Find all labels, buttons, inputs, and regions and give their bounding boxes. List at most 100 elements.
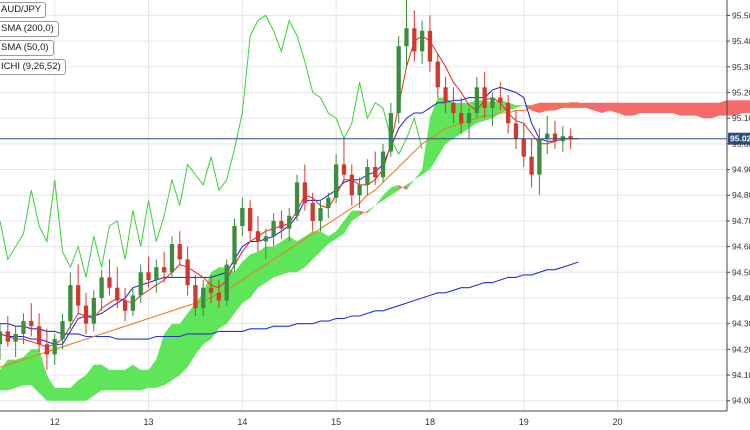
candle-bearish (521, 138, 526, 157)
sma50-line (0, 102, 579, 368)
candle-bullish (60, 321, 65, 340)
candle-bearish (122, 300, 128, 311)
tenkan-sen-line (0, 35, 579, 348)
candle-bullish (263, 236, 268, 242)
candle-bullish (326, 197, 331, 209)
y-tick-label: 95.30 (732, 62, 750, 72)
candle-bearish (185, 259, 190, 286)
legend: AUD/JPY SMA (200,0) SMA (50,0) ICHI (9,2… (0, 2, 66, 78)
candle-bullish (396, 46, 401, 114)
y-tick-label: 94.60 (732, 242, 750, 252)
x-tick-label: 12 (50, 417, 60, 427)
candle-bullish (224, 264, 229, 301)
candle-bearish (310, 202, 315, 221)
x-tick-label: 18 (425, 417, 435, 427)
candle-bullish (138, 272, 143, 296)
candle-bearish (513, 123, 519, 139)
candle-bullish (68, 285, 73, 322)
legend-item-sma50[interactable]: SMA (50,0) (0, 40, 54, 56)
candle-bullish (0, 331, 3, 345)
candle-bullish (474, 87, 479, 114)
candle-bullish (365, 166, 370, 185)
kumo-bullish-segment (406, 97, 524, 191)
candle-bearish (177, 244, 182, 260)
current-price-line: 95.02 (0, 132, 750, 145)
y-tick-label: 95.40 (732, 36, 750, 46)
current-price-label: 95.02 (730, 134, 750, 144)
candle-bearish (568, 136, 573, 139)
candle-bearish (76, 285, 81, 306)
candle-bearish (373, 166, 378, 178)
candle-bearish (482, 87, 487, 108)
grid-lines (0, 0, 727, 411)
chikou-span-line (0, 14, 423, 278)
candle-bearish (427, 30, 433, 62)
y-tick-label: 94.50 (732, 267, 750, 277)
x-tick-label: 20 (613, 417, 623, 427)
candle-bullish (169, 244, 175, 273)
candle-bearish (115, 287, 120, 301)
candle-bearish (451, 102, 456, 114)
kumo-bullish-segment (367, 184, 399, 214)
candlesticks (0, 0, 573, 370)
candle-bearish (216, 292, 222, 301)
kumo-bearish-segment (398, 184, 407, 191)
legend-item-sma200[interactable]: SMA (200,0) (0, 21, 59, 37)
candle-bullish (318, 208, 323, 221)
candle-bearish (341, 164, 347, 175)
candle-bullish (21, 321, 26, 334)
candle-bullish (99, 277, 104, 298)
legend-item-ichimoku[interactable]: ICHI (9,26,52) (0, 59, 66, 75)
candle-bearish (302, 182, 308, 203)
candle-bullish (490, 97, 495, 108)
candle-bearish (248, 208, 253, 232)
y-tick-label: 94.10 (732, 370, 750, 380)
candle-bearish (279, 220, 284, 229)
candle-bearish (83, 305, 89, 324)
candle-bullish (240, 208, 245, 227)
candle-bearish (44, 344, 50, 355)
candle-bullish (357, 184, 362, 196)
candle-bullish (333, 164, 339, 198)
kumo-bearish-segment (359, 210, 368, 216)
candle-bearish (255, 231, 261, 242)
current-price-tag (728, 132, 750, 145)
y-tick-label: 94.40 (732, 293, 750, 303)
candle-bullish (388, 113, 394, 152)
candle-bearish (193, 285, 198, 309)
candle-bearish (146, 272, 151, 280)
y-tick-label: 95.50 (732, 10, 750, 20)
candle-bearish (529, 156, 534, 175)
candle-bullish (466, 113, 472, 124)
kumo-bearish-segment (523, 100, 750, 119)
x-tick-label: 13 (144, 417, 154, 427)
candle-bullish (545, 133, 550, 139)
candle-bearish (29, 321, 34, 327)
candle-bearish (498, 97, 503, 103)
legend-item-symbol[interactable]: AUD/JPY (0, 2, 47, 18)
candle-bearish (459, 113, 464, 124)
y-tick-label: 94.90 (732, 165, 750, 175)
candle-bullish (404, 28, 409, 47)
candle-bearish (162, 267, 167, 273)
y-tick-label: 94.80 (732, 190, 750, 200)
x-tick-label: 15 (331, 417, 341, 427)
candle-bullish (537, 138, 542, 175)
candle-bullish (271, 220, 276, 237)
candle-bearish (435, 61, 440, 88)
ichimoku-cloud (0, 97, 750, 401)
candle-bearish (349, 174, 354, 196)
x-tick-label: 14 (237, 417, 247, 427)
candle-bearish (443, 87, 448, 103)
candle-bearish (412, 28, 417, 52)
candle-bullish (201, 287, 206, 309)
candle-bullish (287, 215, 292, 229)
candle-bearish (5, 331, 10, 342)
y-tick-label: 95.00 (732, 139, 750, 149)
y-tick-label: 94.70 (732, 216, 750, 226)
y-tick-label: 94.20 (732, 344, 750, 354)
candle-bullish (13, 333, 18, 342)
candle-bullish (419, 30, 425, 52)
